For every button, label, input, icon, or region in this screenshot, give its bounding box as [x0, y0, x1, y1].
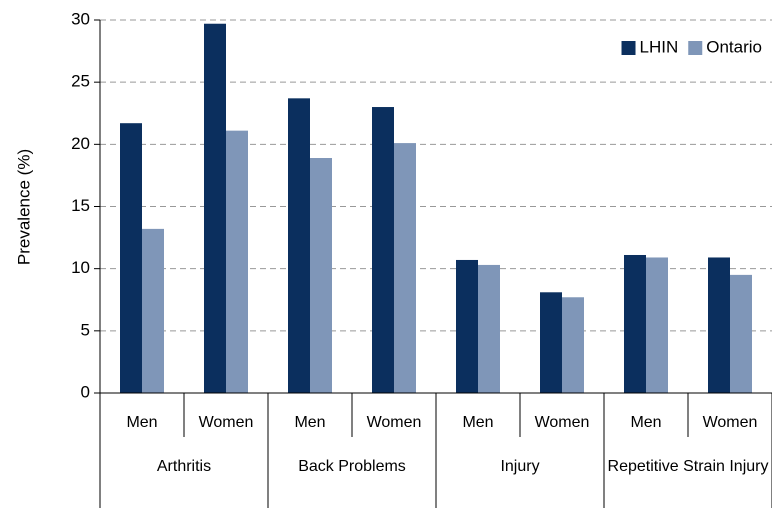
bar [310, 158, 332, 393]
x-tick-label: Women [535, 414, 590, 431]
x-tick-label: Men [126, 414, 157, 431]
bar [372, 107, 394, 394]
x-tick-label: Men [462, 414, 493, 431]
bar [478, 264, 500, 393]
bar [562, 297, 584, 393]
bar [708, 257, 730, 393]
y-tick-label: 25 [71, 72, 90, 91]
x-tick-label: Women [199, 414, 254, 431]
y-tick-label: 10 [71, 258, 90, 277]
bar [394, 143, 416, 393]
legend-label: Ontario [706, 37, 762, 56]
y-tick-label: 30 [71, 9, 90, 28]
y-tick-label: 5 [81, 320, 90, 339]
bar [204, 23, 226, 393]
legend-swatch [688, 41, 703, 55]
y-tick-label: 0 [81, 382, 90, 401]
y-tick-label: 15 [71, 196, 90, 215]
bar [646, 257, 668, 393]
bar [456, 259, 478, 393]
bar [288, 98, 310, 393]
y-tick-label: 20 [71, 134, 90, 153]
x-tick-label: Men [630, 414, 661, 431]
x-tick-label: Women [367, 414, 422, 431]
bar [624, 254, 646, 393]
group-label: Back Problems [298, 458, 406, 475]
y-axis-title: Prevalence (%) [14, 149, 33, 265]
group-label: Injury [500, 458, 540, 475]
bar [226, 130, 248, 393]
legend-swatch [621, 41, 636, 55]
x-tick-label: Men [294, 414, 325, 431]
x-tick-label: Women [703, 414, 758, 431]
group-label: Repetitive Strain Injury [607, 458, 769, 475]
bar [540, 292, 562, 393]
bar [120, 123, 142, 394]
legend-label: LHIN [640, 37, 679, 56]
bar [142, 228, 164, 393]
bar [730, 274, 752, 393]
group-label: Arthritis [156, 458, 212, 475]
